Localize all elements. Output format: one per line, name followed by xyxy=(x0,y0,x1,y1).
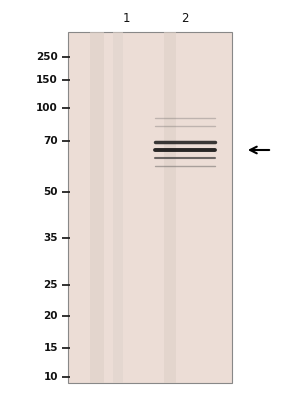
Bar xyxy=(113,32,123,383)
Text: 250: 250 xyxy=(36,52,58,62)
Text: 70: 70 xyxy=(43,136,58,146)
Text: 1: 1 xyxy=(122,12,130,24)
Text: 35: 35 xyxy=(43,233,58,243)
Text: 50: 50 xyxy=(43,187,58,197)
Text: 100: 100 xyxy=(36,103,58,113)
Text: 15: 15 xyxy=(43,343,58,353)
Text: 150: 150 xyxy=(36,75,58,85)
Bar xyxy=(90,32,104,383)
Text: 10: 10 xyxy=(43,372,58,382)
Bar xyxy=(68,32,232,383)
Text: 2: 2 xyxy=(181,12,189,24)
Text: 25: 25 xyxy=(43,280,58,290)
Bar xyxy=(164,32,176,383)
Text: 20: 20 xyxy=(43,311,58,321)
